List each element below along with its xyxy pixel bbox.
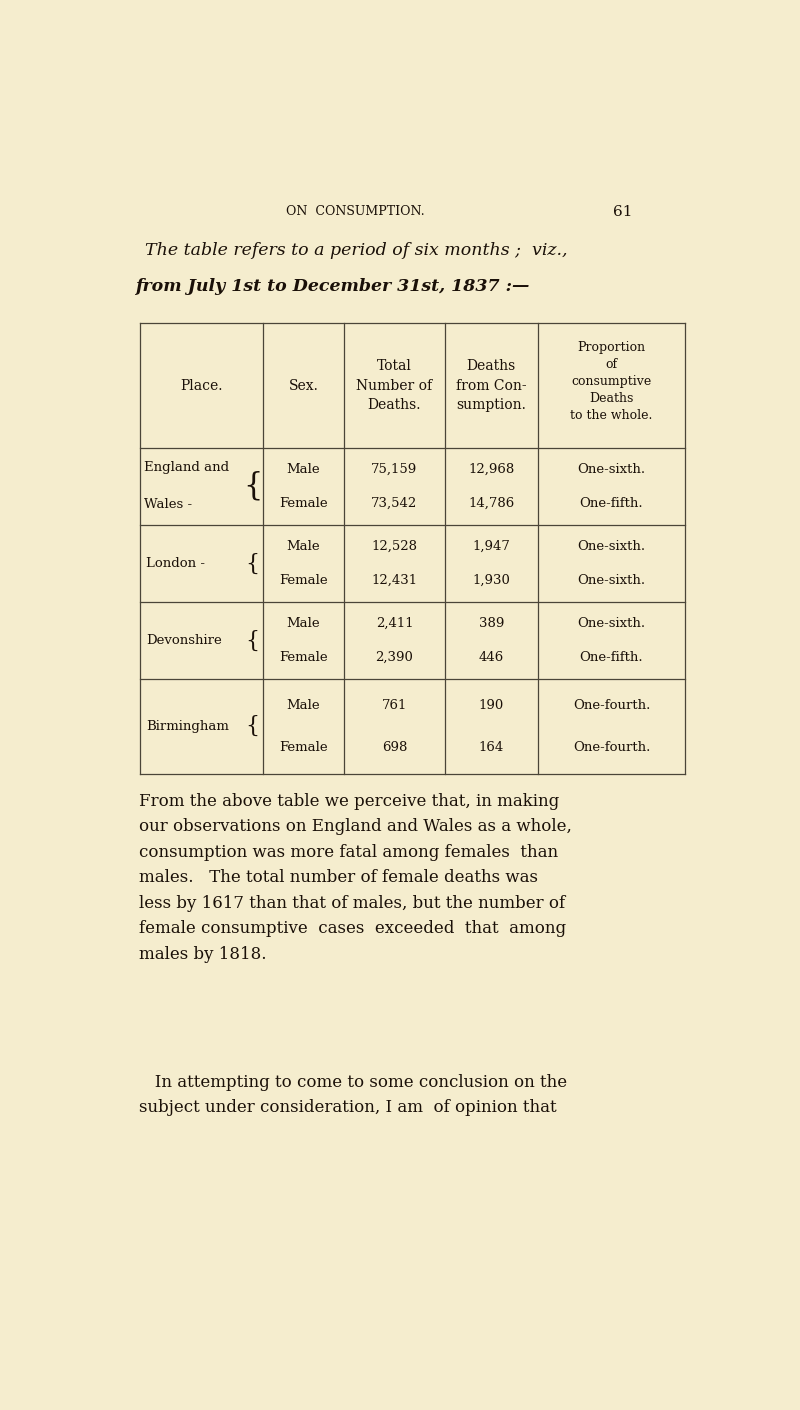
Text: Deaths
from Con-
sumption.: Deaths from Con- sumption.	[456, 360, 526, 412]
Text: Devonshire: Devonshire	[146, 634, 222, 647]
Text: One-sixth.: One-sixth.	[578, 540, 646, 553]
Text: 2,390: 2,390	[375, 651, 414, 664]
Text: Female: Female	[279, 496, 328, 510]
Text: One-fourth.: One-fourth.	[573, 699, 650, 712]
Text: Birmingham: Birmingham	[146, 719, 230, 733]
Text: Female: Female	[279, 740, 328, 753]
Text: from July 1st to December 31st, 1837 :—: from July 1st to December 31st, 1837 :—	[135, 278, 530, 295]
Text: 1,930: 1,930	[473, 574, 510, 587]
Text: {: {	[246, 553, 260, 574]
Text: {: {	[246, 629, 260, 651]
Text: Female: Female	[279, 574, 328, 587]
Text: 164: 164	[478, 740, 504, 753]
Text: 75,159: 75,159	[371, 462, 418, 477]
Text: {: {	[246, 715, 260, 737]
Text: One-sixth.: One-sixth.	[578, 462, 646, 477]
Text: 12,968: 12,968	[468, 462, 514, 477]
Text: One-sixth.: One-sixth.	[578, 574, 646, 587]
Text: 446: 446	[478, 651, 504, 664]
Text: 61: 61	[614, 204, 633, 219]
Text: 12,528: 12,528	[371, 540, 418, 553]
Text: England and: England and	[144, 461, 230, 474]
Text: 190: 190	[478, 699, 504, 712]
Text: Place.: Place.	[180, 378, 222, 392]
Text: Male: Male	[286, 618, 320, 630]
Text: Total
Number of
Deaths.: Total Number of Deaths.	[357, 360, 433, 412]
Text: One-fourth.: One-fourth.	[573, 740, 650, 753]
Text: Sex.: Sex.	[289, 378, 318, 392]
Text: In attempting to come to some conclusion on the
subject under consideration, I a: In attempting to come to some conclusion…	[138, 1074, 567, 1117]
Text: 73,542: 73,542	[371, 496, 418, 510]
Text: 14,786: 14,786	[468, 496, 514, 510]
Text: The table refers to a period of six months ;  viz.,: The table refers to a period of six mont…	[145, 241, 567, 258]
Text: 1,947: 1,947	[473, 540, 510, 553]
Text: London -: London -	[146, 557, 206, 570]
Text: From the above table we perceive that, in making
our observations on England and: From the above table we perceive that, i…	[138, 792, 572, 963]
Text: Proportion
of
consumptive
Deaths
to the whole.: Proportion of consumptive Deaths to the …	[570, 341, 653, 422]
Text: Male: Male	[286, 462, 320, 477]
Text: Male: Male	[286, 540, 320, 553]
Text: {: {	[243, 471, 262, 502]
Text: 698: 698	[382, 740, 407, 753]
Text: Wales -: Wales -	[144, 498, 192, 512]
Text: One-sixth.: One-sixth.	[578, 618, 646, 630]
Text: One-fifth.: One-fifth.	[580, 651, 643, 664]
Text: One-fifth.: One-fifth.	[580, 496, 643, 510]
Text: 12,431: 12,431	[371, 574, 418, 587]
Text: 2,411: 2,411	[376, 618, 414, 630]
Text: Male: Male	[286, 699, 320, 712]
Text: 761: 761	[382, 699, 407, 712]
Text: ON  CONSUMPTION.: ON CONSUMPTION.	[286, 204, 425, 219]
Text: 389: 389	[478, 618, 504, 630]
Text: Female: Female	[279, 651, 328, 664]
